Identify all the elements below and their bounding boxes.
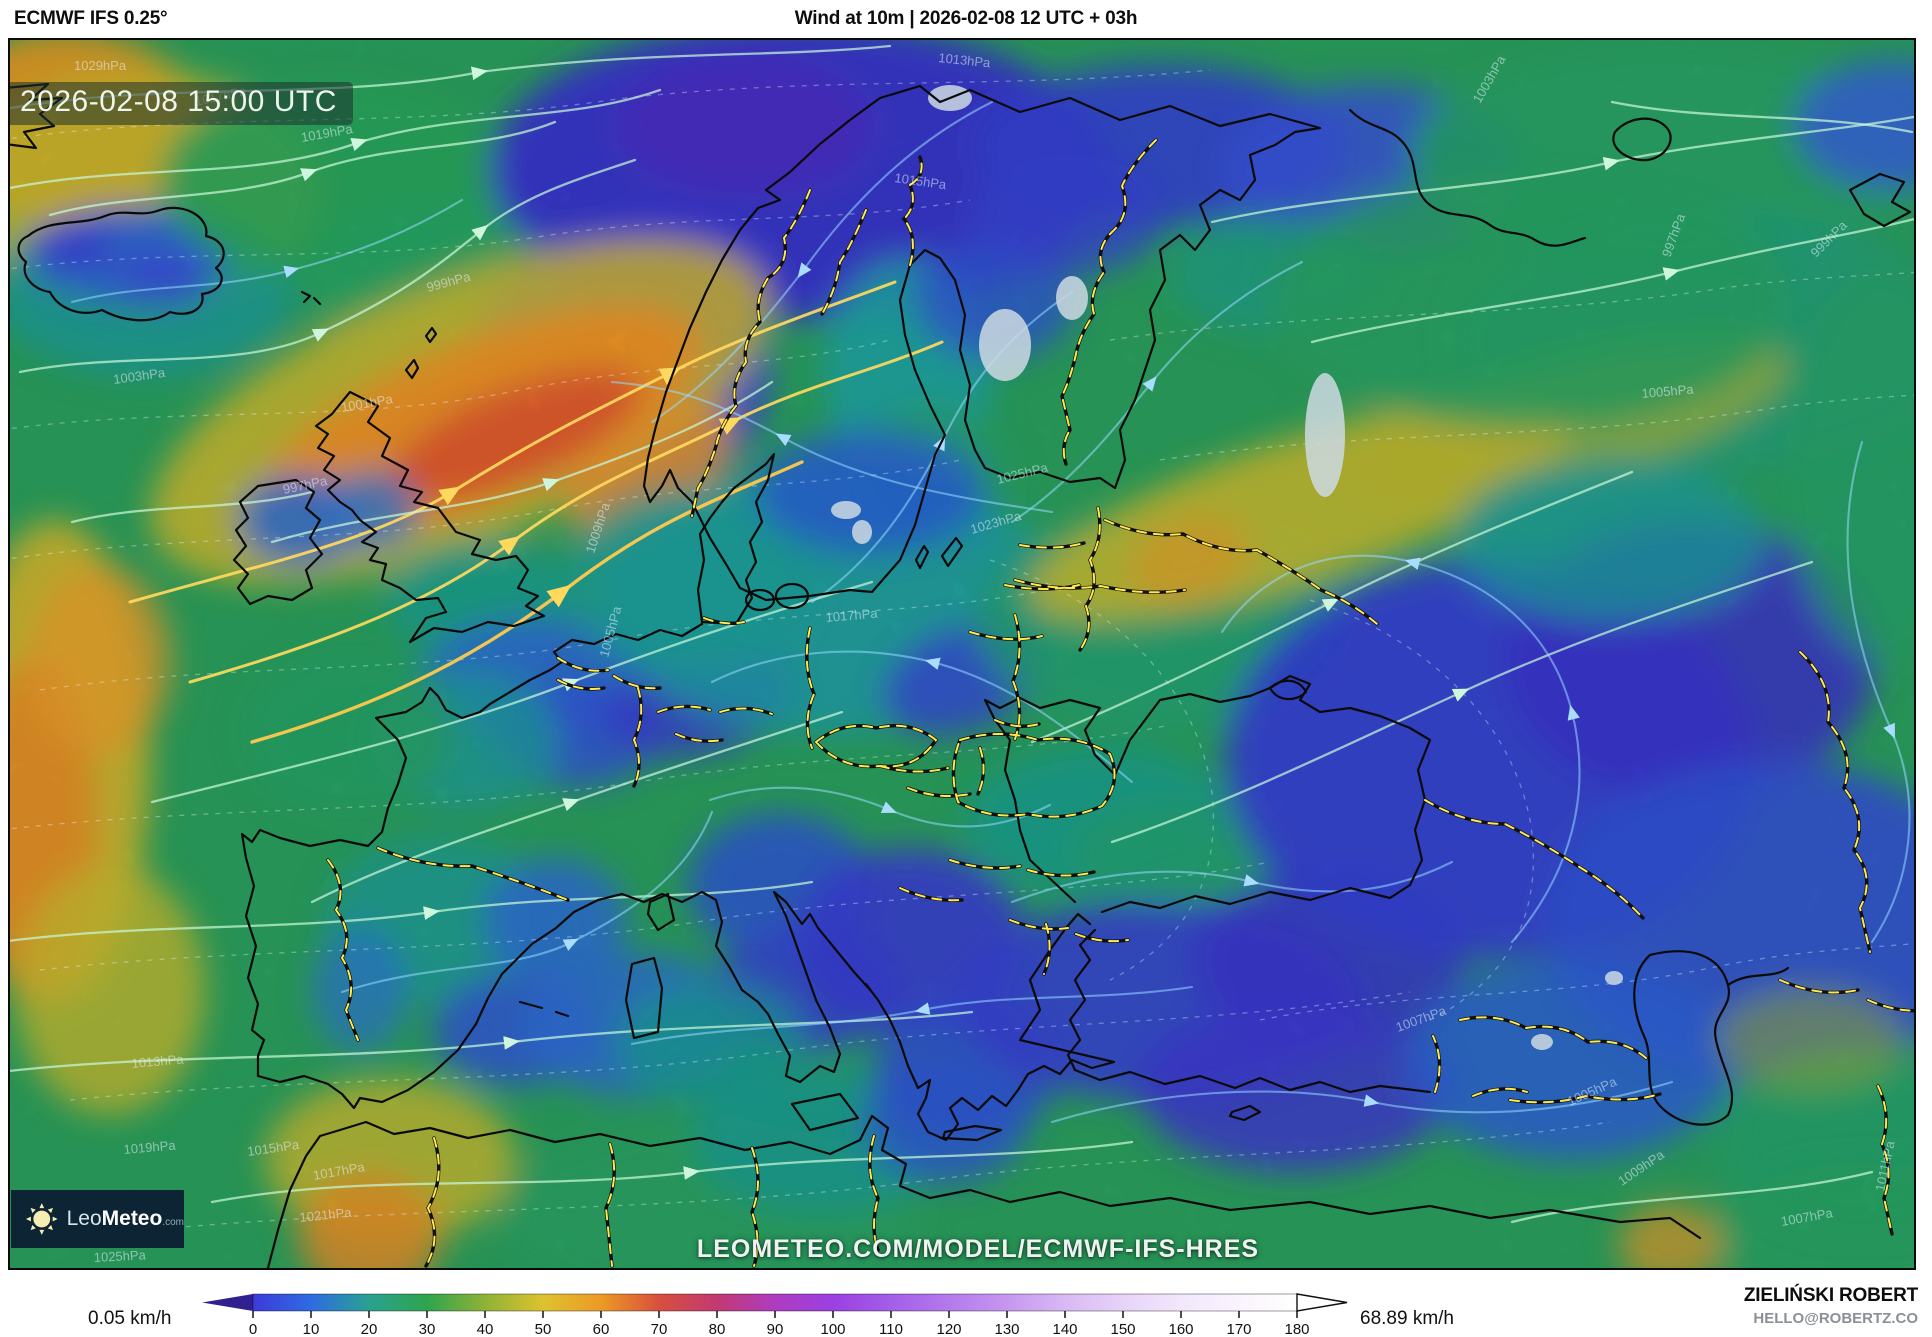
header: ECMWF IFS 0.25° Wind at 10m | 2026-02-08… (0, 0, 1932, 38)
watermark-url: LEOMETEO.COM/MODEL/ECMWF-IFS-HRES (696, 1235, 1260, 1263)
svg-text:1015hPa: 1015hPa (894, 170, 948, 192)
valid-time-badge: 2026-02-08 15:00 UTC (10, 82, 353, 125)
colorbar-tick-label: 0 (249, 1321, 257, 1337)
colorbar-left-arrow (202, 1294, 253, 1311)
colorbar-ticks: 0 10 20 30 40 50 60 70 80 90 100 110 120 130 140 150 160… (249, 1311, 1310, 1337)
map-canvas: 1029hPa 1013hPa 1015hPa 1017hPa 1019hPa … (8, 38, 1916, 1270)
colorbar-tick-label: 50 (535, 1321, 552, 1337)
svg-text:1017hPa: 1017hPa (825, 605, 879, 625)
svg-text:1013hPa: 1013hPa (131, 1051, 185, 1071)
colorbar-tick-label: 150 (1110, 1321, 1135, 1337)
colorbar-tick-label: 130 (994, 1321, 1019, 1337)
leometeo-logo: LeoMeteo.com (11, 1190, 184, 1248)
colorbar-tick-label: 40 (477, 1321, 494, 1337)
colorbar-tick-label: 90 (767, 1321, 784, 1337)
colorbar-tick-label: 160 (1168, 1321, 1193, 1337)
svg-text:1013hPa: 1013hPa (938, 50, 992, 70)
sun-icon (25, 1203, 58, 1235)
coastlines (10, 82, 1912, 1268)
colorbar-tick-label: 140 (1052, 1321, 1077, 1337)
model-label: ECMWF IFS 0.25° (14, 8, 168, 29)
colorbar-tick-label: 20 (361, 1321, 378, 1337)
colorbar-tick-label: 120 (936, 1321, 961, 1337)
svg-text:1021hPa: 1021hPa (299, 1205, 353, 1225)
colorbar-tick-label: 10 (303, 1321, 320, 1337)
credits: ZIELIŃSKI ROBERT HELLO@ROBERTZ.CO (1744, 1284, 1918, 1329)
colorbar-tick-label: 80 (709, 1321, 726, 1337)
svg-text:1015hPa: 1015hPa (246, 1137, 300, 1159)
lakes (831, 85, 1623, 1050)
wind-speed-colorbar: 0 10 20 30 40 50 60 70 80 90 100 110 120 130 140 150 160… (202, 1293, 1348, 1337)
svg-text:1005hPa: 1005hPa (1641, 381, 1695, 401)
legend-min-label: 0.05 km/h (88, 1308, 172, 1329)
page-title: Wind at 10m | 2026-02-08 12 UTC + 03h (794, 8, 1138, 29)
legend-bar: 0.05 km/h 0 10 20 30 40 50 60 70 80 90 100 110 120 13… (0, 1270, 1932, 1337)
colorbar-tick-label: 110 (879, 1321, 903, 1337)
svg-text:1003hPa: 1003hPa (112, 365, 166, 387)
field-noise-texture (10, 40, 1914, 1268)
svg-text:1025hPa: 1025hPa (93, 1247, 147, 1265)
streamlines (10, 44, 1914, 1224)
svg-text:1029hPa: 1029hPa (74, 58, 127, 73)
author-email: HELLO@ROBERTZ.CO (1753, 1309, 1918, 1327)
colorbar-tick-label: 170 (1226, 1321, 1251, 1337)
wind-field-svg: 1029hPa 1013hPa 1015hPa 1017hPa 1019hPa … (10, 40, 1914, 1268)
legend-max-label: 68.89 km/h (1360, 1308, 1454, 1329)
logo-wordmark: LeoMeteo.com (66, 1207, 184, 1230)
author-name: ZIELIŃSKI ROBERT (1743, 1285, 1918, 1306)
svg-text:1019hPa: 1019hPa (123, 1137, 177, 1157)
colorbar-tick-label: 100 (820, 1321, 845, 1337)
colorbar-tick-label: 70 (651, 1321, 668, 1337)
colorbar-tick-label: 180 (1284, 1321, 1309, 1337)
colorbar-right-arrow (1296, 1293, 1348, 1312)
colorbar-tick-label: 60 (593, 1321, 610, 1337)
colorbar-tick-label: 30 (419, 1321, 436, 1337)
colorbar-gradient (252, 1293, 1298, 1312)
